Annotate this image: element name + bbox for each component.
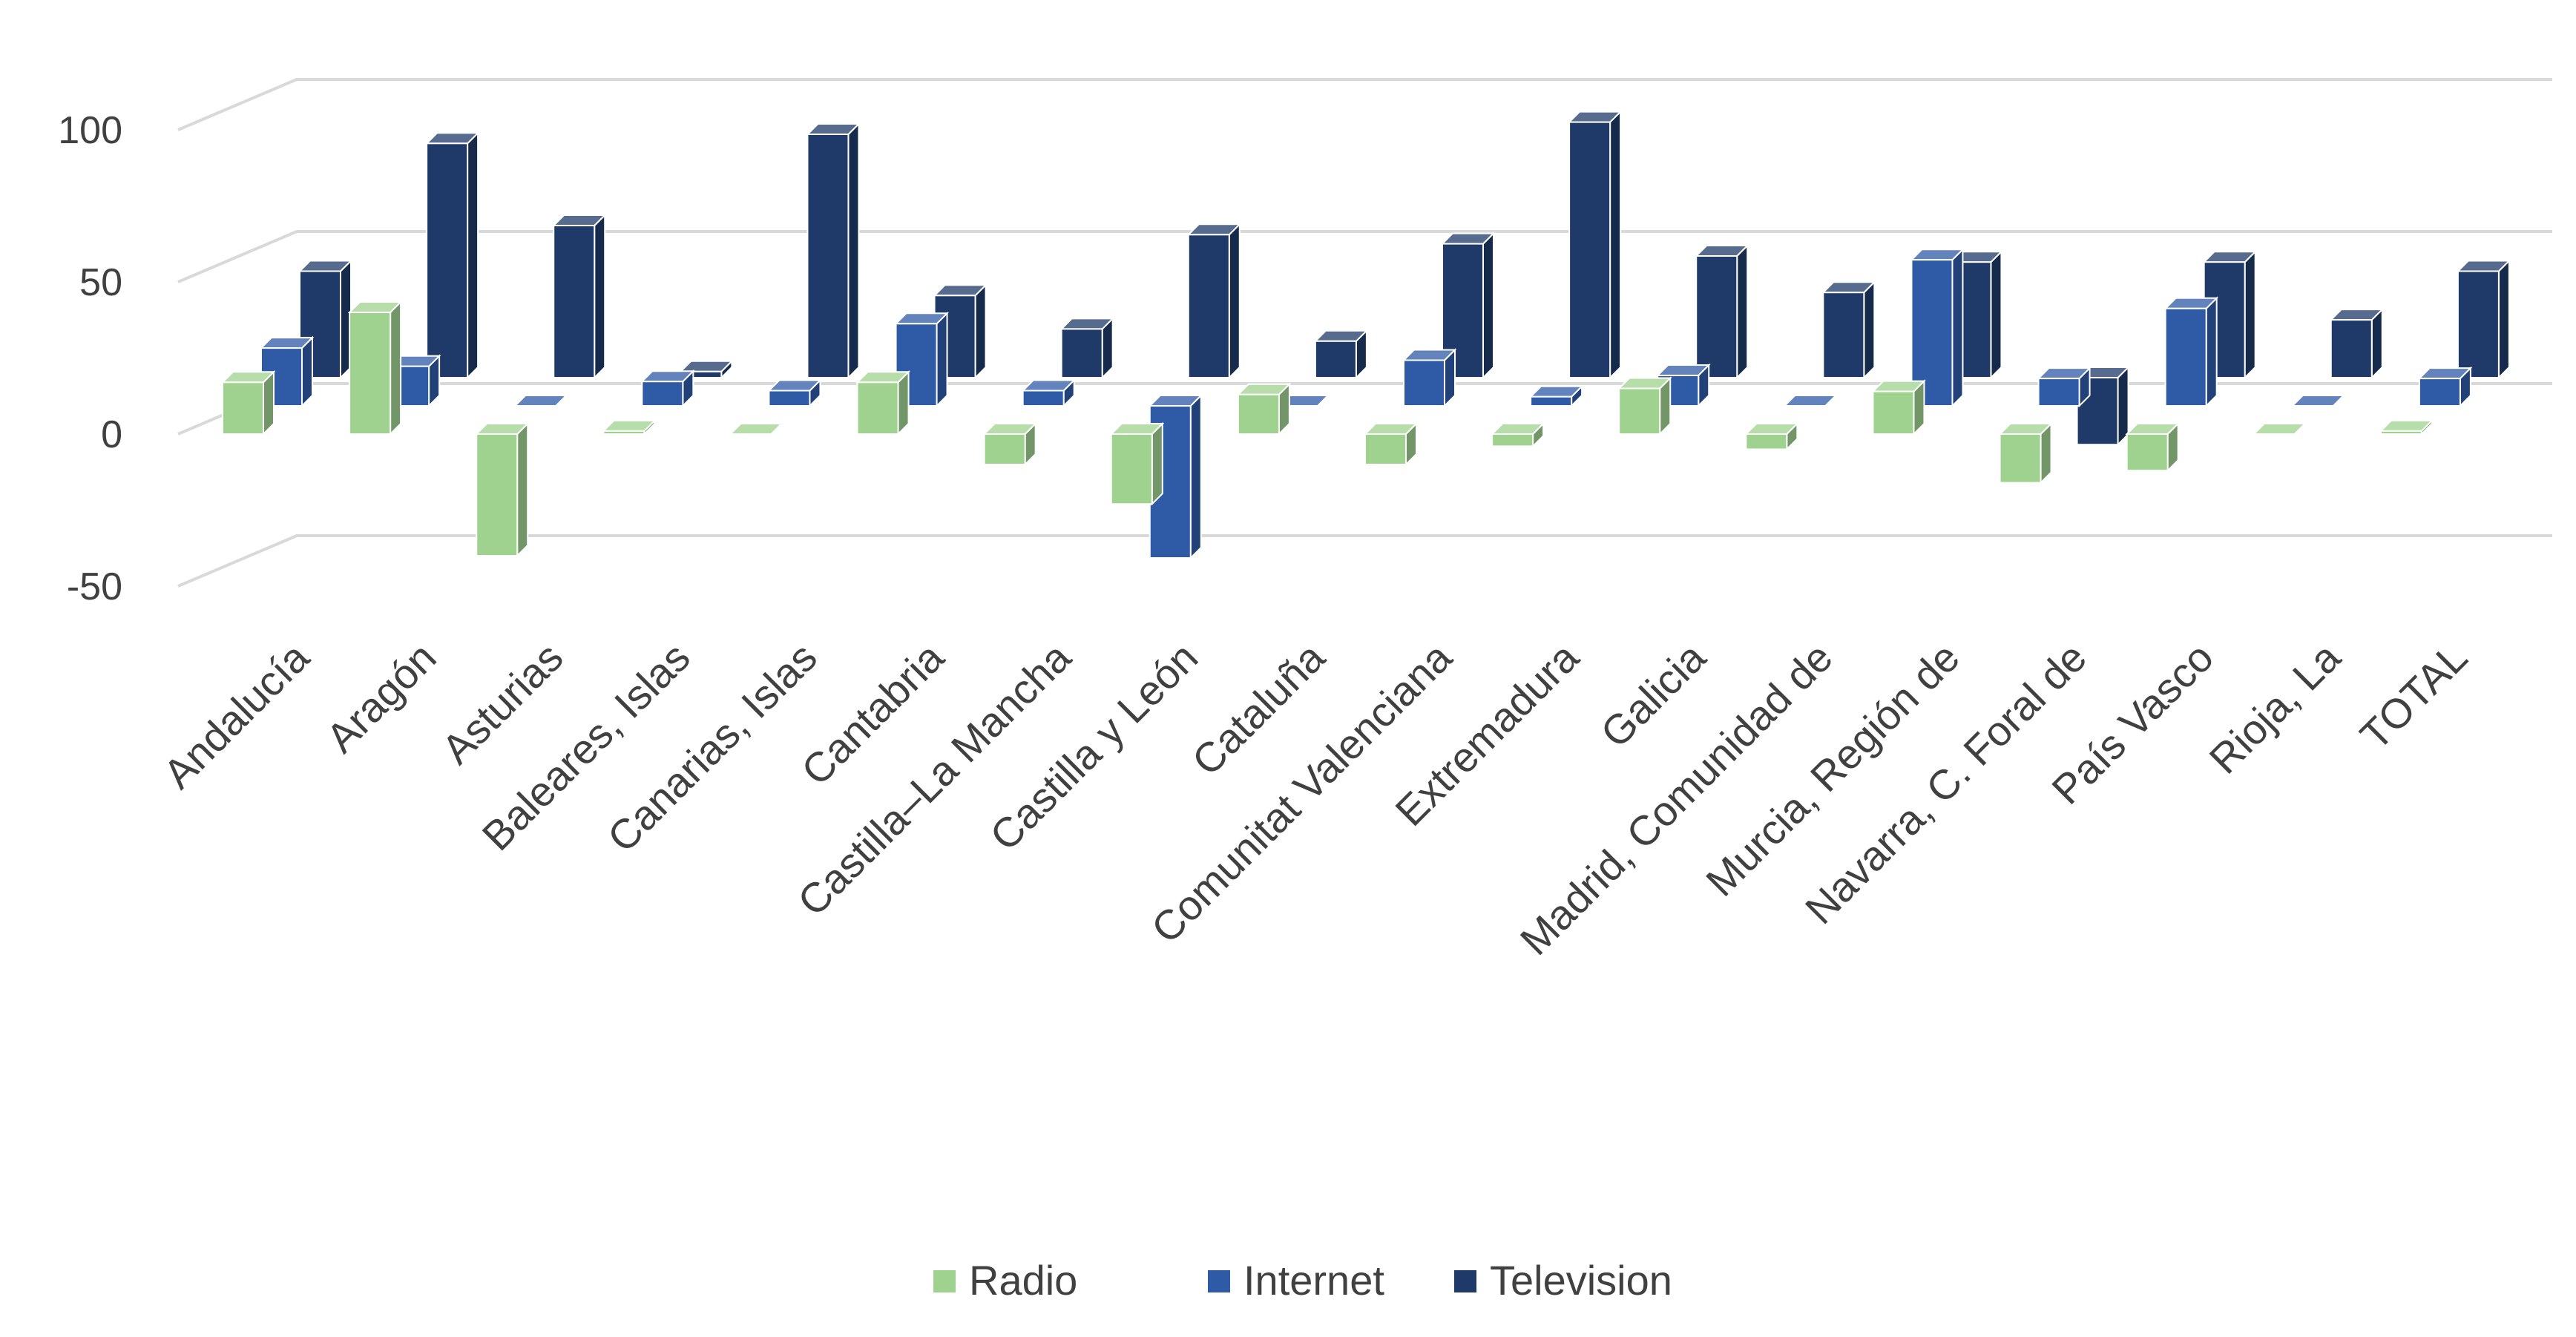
y-tick-label: 0: [101, 413, 122, 456]
gridline: [177, 78, 2552, 131]
bar-television-aragon: [424, 131, 480, 380]
legend-label-radio: Radio: [969, 1257, 1077, 1304]
bar-radio-total: [2379, 418, 2434, 436]
bar-internet-baleares-islas: [640, 369, 695, 408]
bar-radio-galicia: [1617, 376, 1672, 436]
bar-internet-castilla-la-mancha: [1021, 378, 1077, 408]
bar-radio-navarra-c-foral-de: [1998, 421, 2053, 485]
legend-label-television: Television: [1490, 1257, 1672, 1304]
bar-radio-rioja-la: [2252, 421, 2307, 438]
bar-television-madrid-comunidad-de: [1821, 280, 1876, 380]
bar-internet-comunitat-valenciana: [1402, 348, 1457, 408]
bar-radio-castilla-la-mancha: [982, 421, 1038, 467]
bar-internet-navarra-c-foral-de: [2037, 366, 2092, 408]
y-tick-label: -50: [67, 565, 122, 608]
legend-swatch-radio: [933, 1270, 956, 1292]
bar-television-rioja-la: [2329, 307, 2385, 380]
bar-internet-pais-vasco: [2163, 296, 2219, 408]
category-label-rioja-la: Rioja, La: [2200, 633, 2349, 782]
bar-television-pais-vasco: [2202, 249, 2258, 380]
bar-radio-baleares-islas: [601, 418, 657, 436]
bar-internet-madrid-comunidad-de: [1782, 393, 1838, 410]
bar-television-total: [2456, 259, 2511, 380]
legend-swatch-internet: [1208, 1270, 1230, 1292]
bar-internet-rioja-la: [2290, 393, 2346, 410]
bar-radio-asturias: [474, 421, 530, 558]
bars: [220, 110, 2511, 560]
bar-internet-total: [2417, 366, 2473, 408]
category-label-galicia: Galicia: [1591, 633, 1715, 756]
bar-radio-pais-vasco: [2125, 421, 2181, 473]
legend: Radio Internet Television: [933, 1257, 1672, 1304]
bar-television-asturias: [551, 213, 607, 380]
y-tick-label: 50: [79, 261, 122, 304]
bar-radio-murcia-region-de: [1871, 379, 1926, 436]
bar-internet-castilla-y-leon: [1148, 393, 1203, 560]
bar-internet-asturias: [513, 393, 568, 410]
bar-radio-aragon: [347, 300, 403, 436]
bar-television-cataluna: [1313, 329, 1369, 380]
bar-television-extremadura: [1567, 110, 1623, 380]
bar-television-castilla-y-leon: [1186, 222, 1242, 380]
bar-television-cantabria: [933, 283, 988, 380]
bar-internet-extremadura: [1528, 384, 1584, 408]
bar-radio-cantabria: [855, 369, 910, 436]
bar-internet-murcia-region-de: [1910, 247, 1965, 408]
bar-internet-canarias-islas: [767, 378, 822, 408]
bar-radio-castilla-y-leon: [1109, 421, 1165, 506]
bar-radio-extremadura: [1490, 421, 1545, 448]
bar-television-galicia: [1694, 243, 1749, 380]
category-label-total: TOTAL: [2351, 634, 2477, 759]
bar-radio-cataluna: [1236, 382, 1292, 436]
bar-television-castilla-la-mancha: [1059, 316, 1115, 380]
bar-television-baleares-islas: [678, 359, 734, 380]
y-axis-ticks: -50 0 50 100: [58, 109, 122, 608]
gridline: [177, 534, 2552, 588]
legend-swatch-television: [1454, 1270, 1476, 1292]
y-tick-label: 100: [58, 109, 122, 152]
gridline: [177, 230, 2552, 283]
bar-radio-canarias-islas: [729, 421, 783, 438]
bar-television-canarias-islas: [806, 122, 861, 380]
category-label-aragon: Aragón: [317, 634, 444, 761]
category-label-andalucia: Andalucía: [154, 633, 318, 797]
bar-radio-comunitat-valenciana: [1363, 421, 1419, 467]
legend-label-internet: Internet: [1243, 1257, 1384, 1304]
gridlines: [177, 78, 2552, 588]
bar-radio-andalucia: [220, 369, 276, 436]
bar-radio-madrid-comunidad-de: [1744, 421, 1799, 451]
